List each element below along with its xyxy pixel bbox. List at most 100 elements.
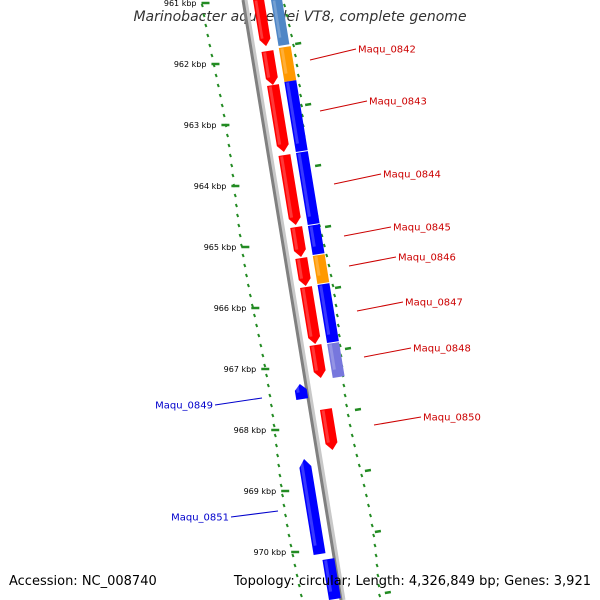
gc-tick — [331, 283, 335, 288]
gc-tick — [292, 43, 296, 48]
label-leader — [373, 416, 422, 426]
cds-arrow-forward — [319, 408, 338, 451]
gc-tick-major — [344, 346, 352, 351]
gc-tick-major — [304, 102, 312, 107]
gc-tick — [225, 133, 229, 138]
gc-tick — [295, 63, 299, 68]
gc-tick — [218, 93, 222, 98]
gc-tick — [290, 33, 294, 38]
gc-tick — [370, 523, 374, 528]
gc-tick — [293, 563, 297, 568]
map-title: Marinobacter aquaeolei VT8, complete gen… — [133, 9, 467, 25]
gc-tick — [336, 323, 340, 328]
genome-backbone-shadow — [242, 0, 346, 600]
gc-tick — [222, 113, 226, 118]
cds-arrow-forward — [261, 50, 278, 86]
gc-tick — [346, 413, 350, 418]
gc-tick-major — [334, 285, 342, 290]
gc-tick — [210, 53, 214, 58]
gc-tick — [287, 533, 291, 538]
gc-tick — [272, 423, 276, 428]
gc-tick — [243, 263, 247, 268]
gc-tick-major — [354, 407, 362, 412]
gc-tick — [367, 503, 371, 508]
gene-label: Maqu_0847 — [405, 298, 463, 309]
ruler-tick-label: 970 kbp — [254, 548, 287, 557]
gene-label: Maqu_0844 — [383, 170, 441, 181]
gc-tick — [285, 523, 289, 528]
gc-tick — [348, 423, 352, 428]
gc-tick — [327, 263, 331, 268]
label-leader — [356, 301, 404, 312]
cds-block-blue — [284, 80, 308, 153]
gc-tick — [297, 583, 301, 588]
gc-tick — [345, 403, 349, 408]
label-leader — [309, 48, 357, 61]
feature-orange — [312, 254, 330, 284]
gc-tick — [299, 593, 303, 598]
cds-arrow-forward — [295, 257, 311, 287]
gc-tick — [200, 3, 204, 8]
ruler-tick-label: 962 kbp — [174, 60, 207, 69]
cds-arrow-forward — [253, 0, 271, 47]
gene-features — [253, 0, 345, 600]
gc-tick — [283, 3, 287, 8]
gc-tick — [282, 503, 286, 508]
gc-tick — [220, 103, 224, 108]
gene-label: Maqu_0846 — [398, 253, 456, 264]
gc-tick — [284, 513, 288, 518]
gc-tick — [268, 393, 272, 398]
gc-tick — [373, 543, 377, 548]
gc-tick — [266, 383, 270, 388]
gc-tick — [233, 193, 237, 198]
gc-tick — [299, 93, 303, 98]
cds-arrow-reverse — [299, 459, 326, 556]
gc-tick — [273, 433, 277, 438]
cds-arrow-forward — [300, 286, 321, 345]
gc-tick — [357, 463, 361, 468]
gc-tick — [285, 13, 289, 18]
gc-tick — [202, 13, 206, 18]
gc-tick — [281, 493, 285, 498]
gc-tick — [216, 83, 220, 88]
gc-tick-major — [324, 224, 332, 229]
cds-block-blue — [317, 283, 339, 344]
gc-tick — [287, 23, 291, 28]
gc-tick — [372, 533, 376, 538]
ruler-tick-label: 966 kbp — [214, 304, 247, 313]
gc-tick-major — [364, 468, 372, 473]
label-leader — [348, 256, 397, 267]
genome-summary-text: Topology: circular; Length: 4,326,849 bp… — [233, 574, 591, 589]
gc-tick-major — [384, 590, 392, 595]
gc-tick — [206, 33, 210, 38]
cds-arrow-reverse — [322, 558, 341, 600]
gc-tick — [238, 233, 242, 238]
gc-tick — [231, 173, 235, 178]
gc-tick — [335, 313, 339, 318]
gene-label: Maqu_0843 — [369, 97, 427, 108]
gene-labels: Maqu_0842 Maqu_0843 Maqu_0844 Maqu_0845 Maqu… — [155, 45, 481, 524]
label-leader — [230, 510, 279, 518]
gc-tick — [375, 563, 379, 568]
gc-tick — [320, 233, 324, 238]
cds-arrow-forward — [278, 154, 301, 226]
feature-orange — [278, 46, 297, 82]
gc-tick — [237, 223, 241, 228]
gc-tick — [329, 273, 333, 278]
gc-tick — [259, 343, 263, 348]
gc-tick — [289, 543, 293, 548]
gc-tick — [377, 583, 381, 588]
gc-tick-major — [314, 163, 322, 168]
gc-tick — [236, 213, 240, 218]
gc-tick — [338, 343, 342, 348]
gc-tick — [374, 553, 378, 558]
gc-tick — [296, 73, 300, 78]
gene-label: Maqu_0848 — [413, 344, 471, 355]
ruler-tick-label: 963 kbp — [184, 121, 217, 130]
gc-tick — [244, 273, 249, 278]
gene-label: Maqu_0845 — [393, 223, 451, 234]
ruler-tick-label: 969 kbp — [244, 487, 277, 496]
gc-tick — [214, 73, 218, 78]
gc-tick — [350, 433, 354, 438]
